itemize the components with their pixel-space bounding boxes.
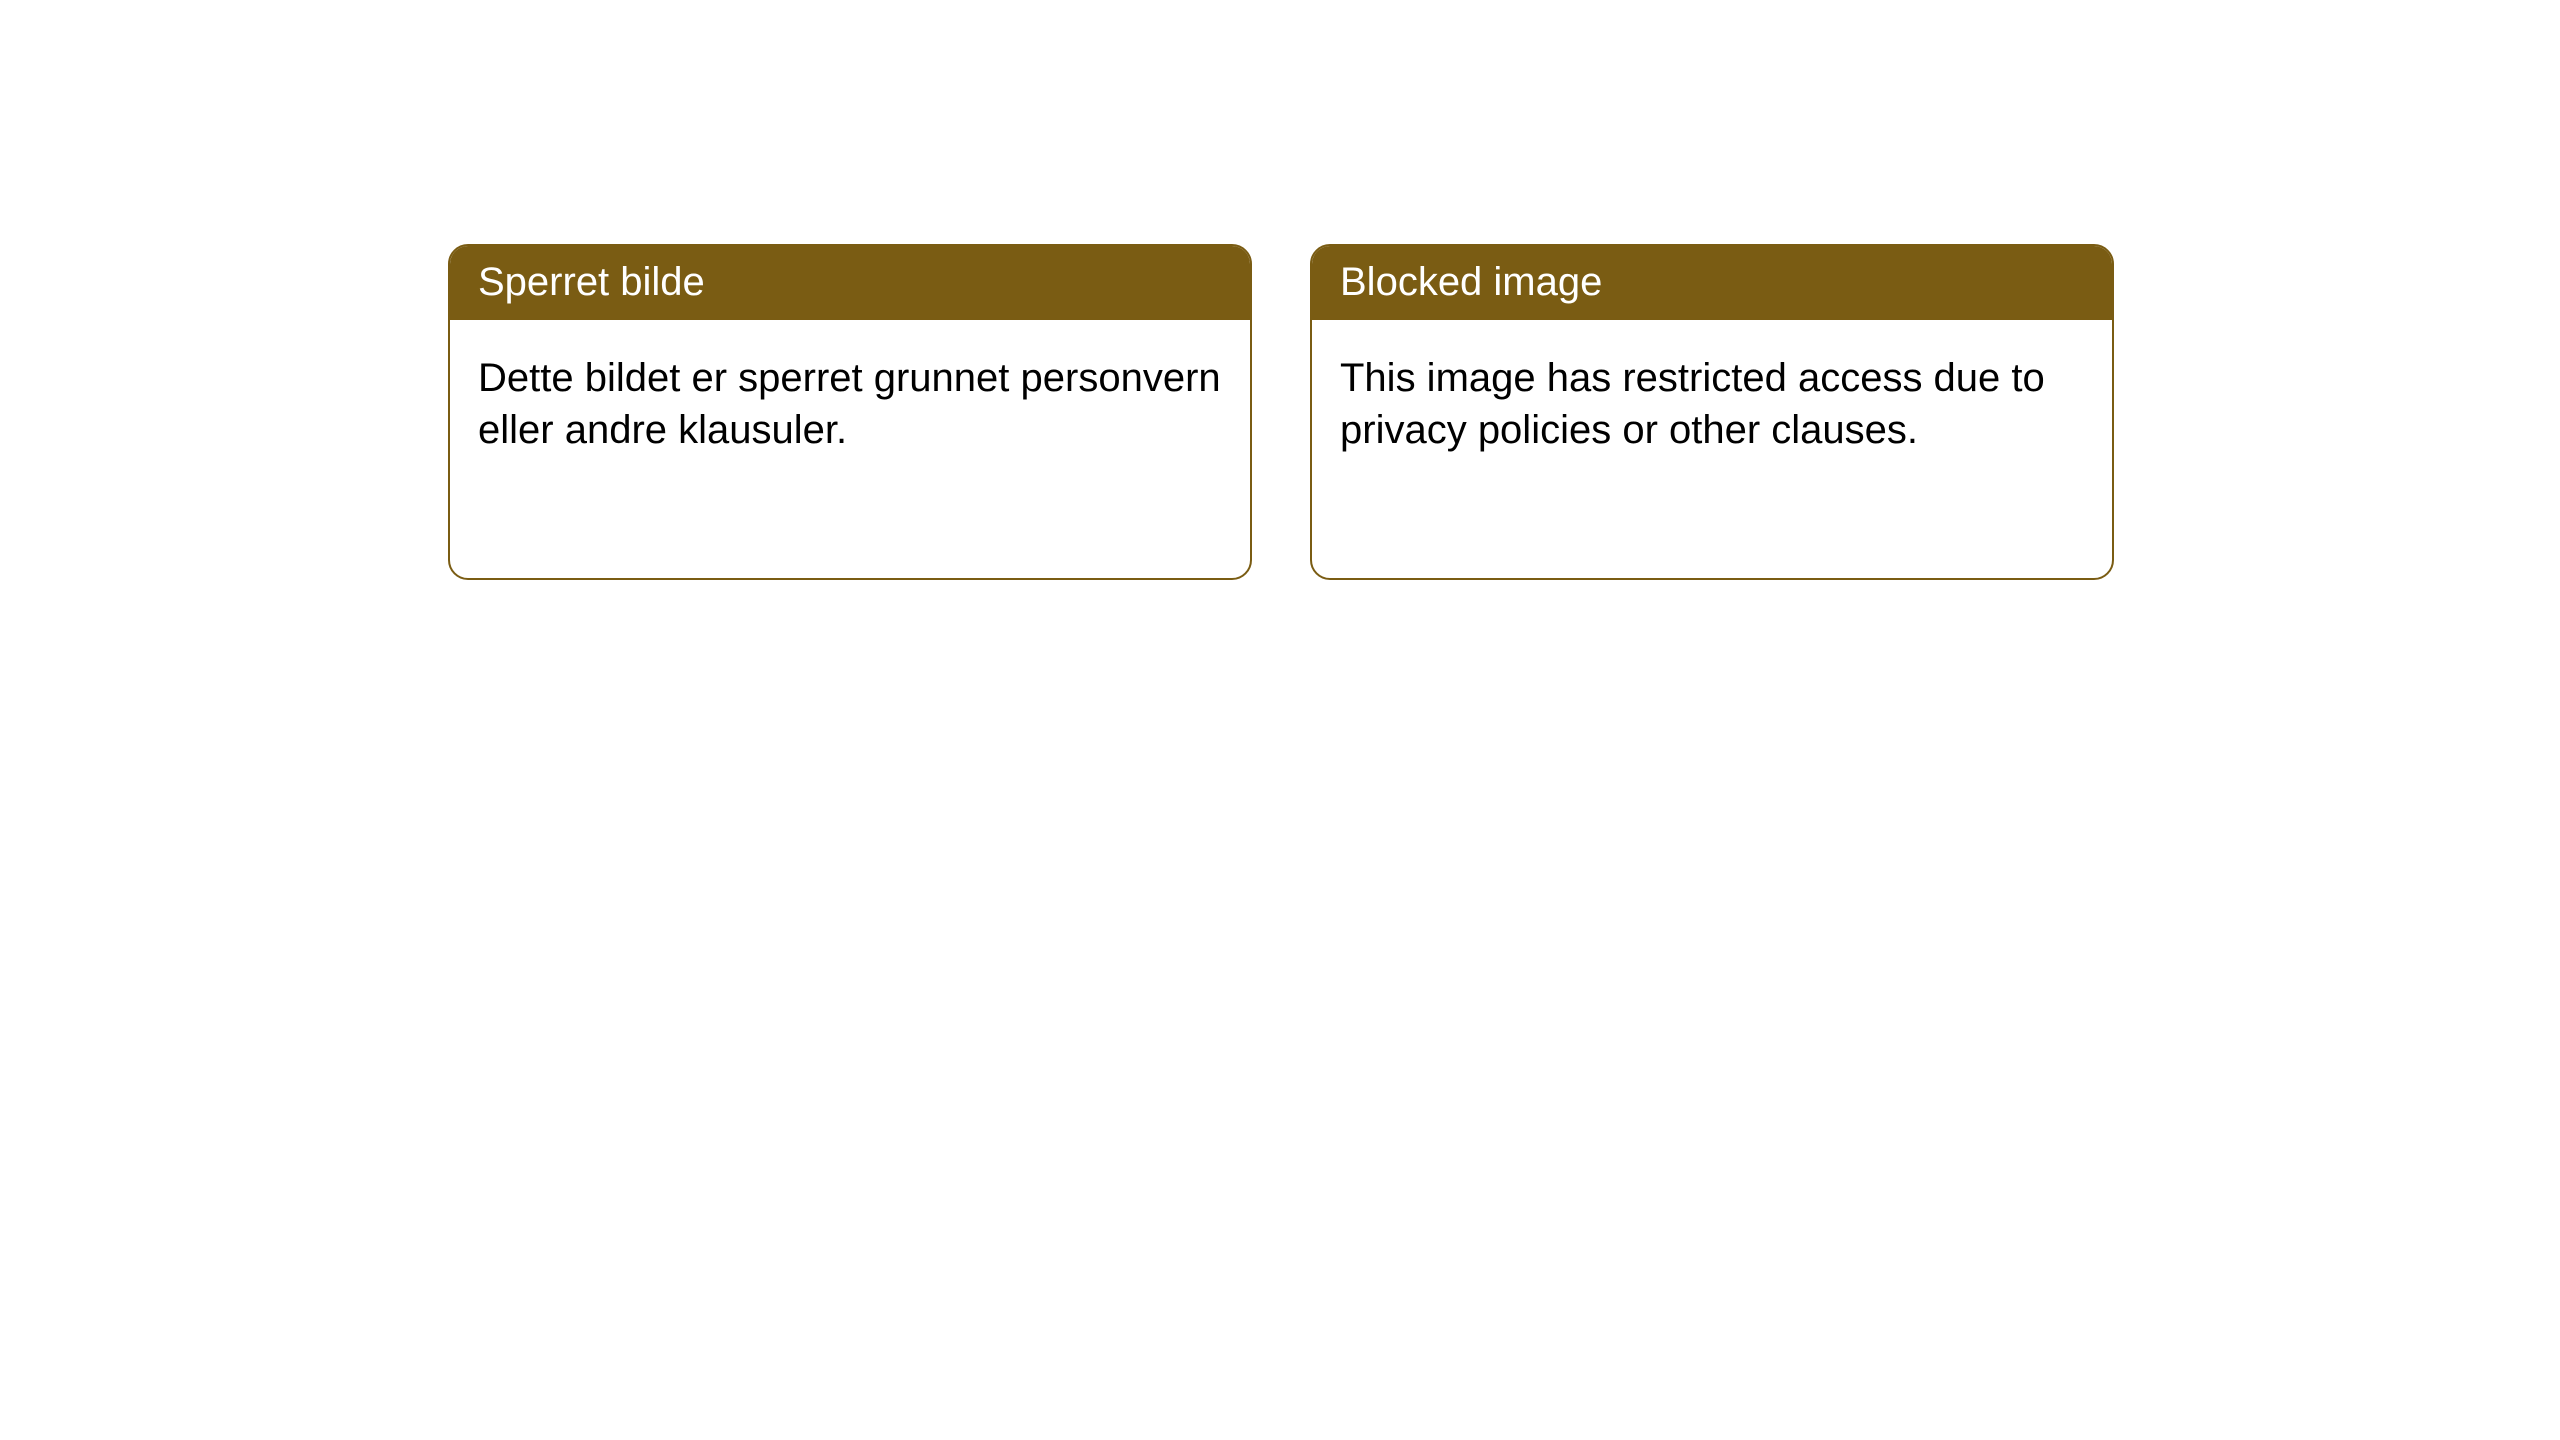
card-body-english: This image has restricted access due to … (1312, 320, 2112, 488)
cards-container: Sperret bilde Dette bildet er sperret gr… (0, 0, 2560, 580)
blocked-image-card-english: Blocked image This image has restricted … (1310, 244, 2114, 580)
card-header-english: Blocked image (1312, 246, 2112, 320)
card-body-norwegian: Dette bildet er sperret grunnet personve… (450, 320, 1250, 488)
blocked-image-card-norwegian: Sperret bilde Dette bildet er sperret gr… (448, 244, 1252, 580)
card-header-norwegian: Sperret bilde (450, 246, 1250, 320)
